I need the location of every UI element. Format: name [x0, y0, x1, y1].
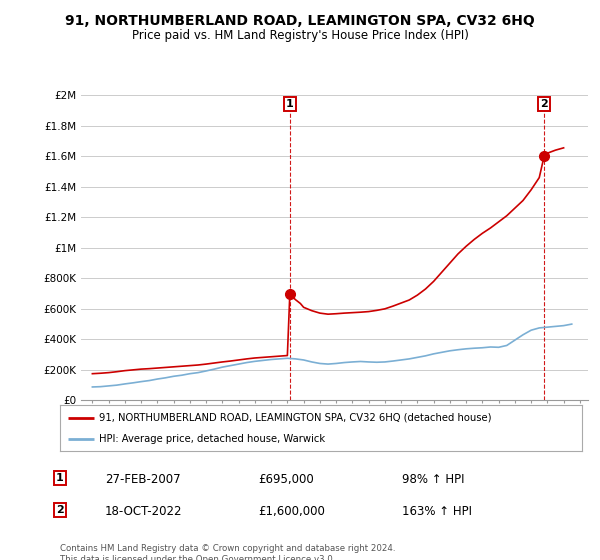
Text: HPI: Average price, detached house, Warwick: HPI: Average price, detached house, Warw… — [99, 435, 325, 444]
Text: £695,000: £695,000 — [258, 473, 314, 486]
Text: £1,600,000: £1,600,000 — [258, 505, 325, 518]
Text: 18-OCT-2022: 18-OCT-2022 — [105, 505, 182, 518]
Text: 1: 1 — [56, 473, 64, 483]
Text: Price paid vs. HM Land Registry's House Price Index (HPI): Price paid vs. HM Land Registry's House … — [131, 29, 469, 42]
Text: 1: 1 — [286, 99, 293, 109]
Text: 2: 2 — [56, 505, 64, 515]
Text: 2: 2 — [540, 99, 548, 109]
Text: 163% ↑ HPI: 163% ↑ HPI — [402, 505, 472, 518]
Text: Contains HM Land Registry data © Crown copyright and database right 2024.
This d: Contains HM Land Registry data © Crown c… — [60, 544, 395, 560]
Text: 27-FEB-2007: 27-FEB-2007 — [105, 473, 181, 486]
Text: 98% ↑ HPI: 98% ↑ HPI — [402, 473, 464, 486]
Text: 91, NORTHUMBERLAND ROAD, LEAMINGTON SPA, CV32 6HQ (detached house): 91, NORTHUMBERLAND ROAD, LEAMINGTON SPA,… — [99, 413, 491, 423]
Text: 91, NORTHUMBERLAND ROAD, LEAMINGTON SPA, CV32 6HQ: 91, NORTHUMBERLAND ROAD, LEAMINGTON SPA,… — [65, 14, 535, 28]
